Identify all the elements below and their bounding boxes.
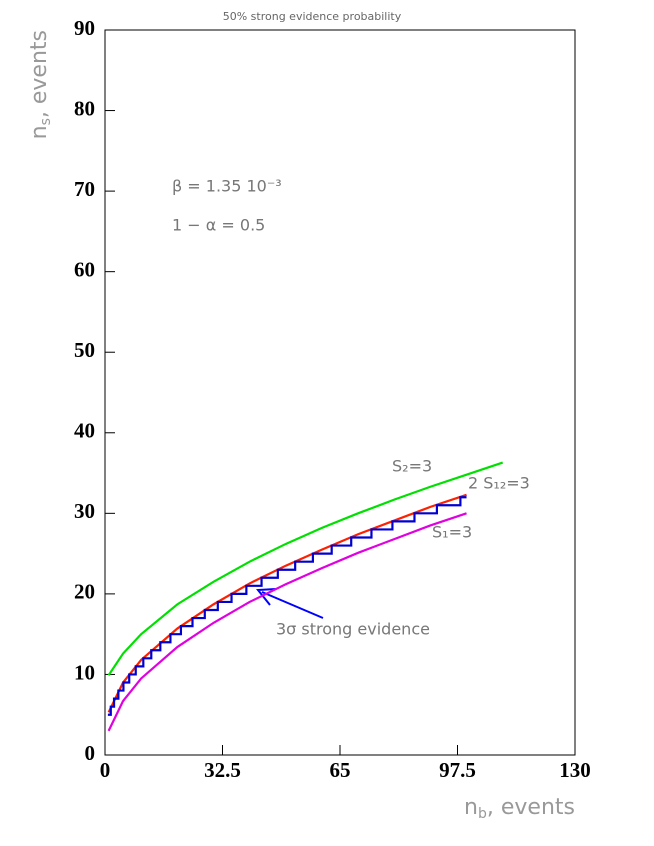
y-tick-label: 40 <box>74 419 95 443</box>
y-tick-label: 10 <box>74 660 95 684</box>
chart-title: 50% strong evidence probability <box>223 10 402 23</box>
x-tick-label: 130 <box>559 758 591 782</box>
annotation: S₁=3 <box>432 523 472 542</box>
x-axis-label-rest: , events <box>487 795 575 820</box>
curve <box>107 512 467 732</box>
annotation: 3σ strong evidence <box>276 620 430 639</box>
arrow-shaft <box>261 591 324 619</box>
curve <box>107 493 467 713</box>
y-tick-label: 70 <box>74 177 95 201</box>
x-axis-label: nb, events <box>464 795 575 822</box>
x-tick-label: 32.5 <box>204 758 241 782</box>
y-tick-label: 50 <box>74 338 95 362</box>
x-axis-label-base: n <box>464 795 478 820</box>
annotation: 1 − α = 0.5 <box>172 216 265 235</box>
x-tick-label: 0 <box>100 758 111 782</box>
y-tick-label: 0 <box>85 741 96 765</box>
curve <box>107 461 504 676</box>
y-tick-label: 60 <box>74 257 95 281</box>
y-tick-label: 30 <box>74 499 95 523</box>
annotation: S₂=3 <box>392 457 432 476</box>
annotation: β = 1.35 10⁻³ <box>172 177 282 196</box>
curve <box>107 496 467 716</box>
plot-frame <box>104 29 576 756</box>
y-axis-label-base: n <box>27 125 52 139</box>
y-tick-label: 20 <box>74 580 95 604</box>
y-axis-label-sub: s <box>38 118 54 125</box>
arrow-head <box>256 588 277 606</box>
y-tick-label: 80 <box>74 96 95 120</box>
x-tick-label: 97.5 <box>439 758 476 782</box>
x-tick-label: 65 <box>330 758 351 782</box>
x-axis-label-sub: b <box>478 806 487 822</box>
y-tick-label: 90 <box>74 16 95 40</box>
annotation: 2 S₁₂=3 <box>468 474 530 493</box>
y-axis-label: ns, events <box>27 30 54 139</box>
y-axis-label-rest: , events <box>27 30 52 118</box>
